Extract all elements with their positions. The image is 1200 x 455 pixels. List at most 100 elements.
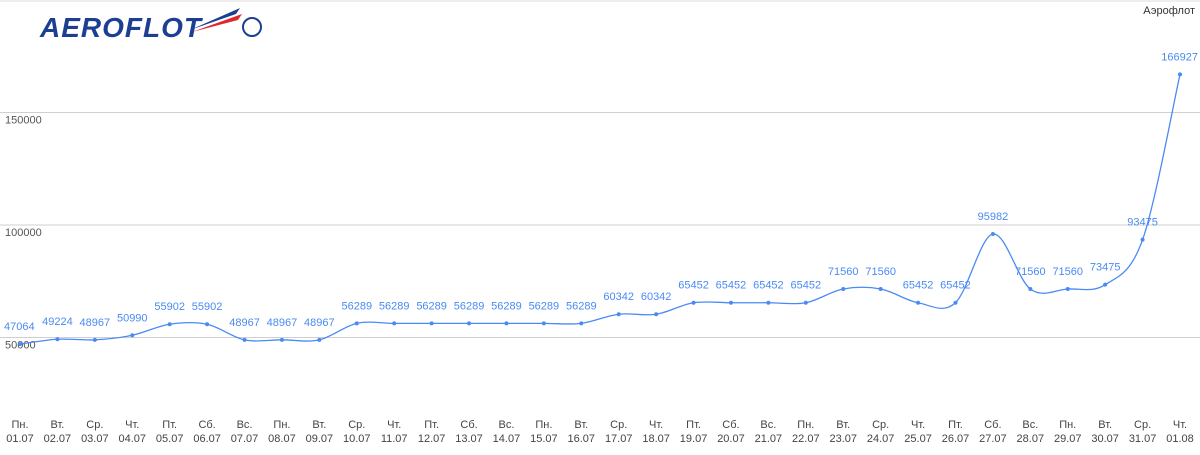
data-label: 65452 — [940, 280, 971, 292]
x-tick-label: 10.07 — [343, 433, 371, 445]
x-tick-label: Ср. — [872, 419, 889, 431]
data-point — [654, 312, 659, 317]
data-point — [841, 286, 846, 291]
data-point — [728, 300, 733, 305]
y-tick-label: 150000 — [5, 115, 42, 127]
data-label: 55902 — [192, 301, 223, 313]
x-tick-label: 11.07 — [381, 433, 408, 445]
x-tick-label: 21.07 — [755, 433, 783, 445]
data-point — [92, 337, 97, 342]
data-point — [504, 321, 509, 326]
data-point — [990, 232, 995, 237]
data-point — [55, 337, 60, 342]
x-tick-label: Чт. — [125, 419, 139, 431]
data-label: 47064 — [4, 321, 35, 333]
data-label: 56289 — [566, 300, 597, 312]
x-tick-label: 14.07 — [493, 433, 521, 445]
data-label: 166927 — [1161, 51, 1198, 63]
data-point — [354, 321, 359, 326]
x-tick-label: Вс. — [237, 419, 253, 431]
data-label: 73475 — [1090, 262, 1121, 274]
x-tick-label: Чт. — [649, 419, 663, 431]
data-label: 56289 — [379, 300, 410, 312]
data-point — [167, 322, 172, 327]
data-point — [1028, 286, 1033, 291]
data-label: 65452 — [678, 280, 709, 292]
x-tick-label: 05.07 — [156, 433, 184, 445]
x-tick-label: Вс. — [498, 419, 514, 431]
data-point — [766, 300, 771, 305]
data-label: 56289 — [416, 300, 447, 312]
data-label: 65452 — [791, 280, 822, 292]
x-tick-label: 29.07 — [1054, 433, 1082, 445]
y-tick-label: 100000 — [5, 227, 42, 239]
x-tick-label: 09.07 — [306, 433, 334, 445]
x-tick-label: Ср. — [348, 419, 365, 431]
x-tick-label: Пт. — [424, 419, 439, 431]
data-label: 93475 — [1127, 217, 1158, 229]
data-label: 49224 — [42, 316, 73, 328]
data-label: 71560 — [1052, 266, 1083, 278]
data-label: 56289 — [341, 300, 372, 312]
x-tick-label: Вт. — [312, 419, 326, 431]
logo-wing — [192, 14, 242, 32]
x-tick-label: 07.07 — [231, 433, 259, 445]
x-tick-label: 13.07 — [455, 433, 483, 445]
x-tick-label: Пн. — [11, 419, 28, 431]
x-tick-label: Ср. — [86, 419, 103, 431]
x-tick-label: Чт. — [911, 419, 925, 431]
x-tick-label: Сб. — [198, 419, 215, 431]
x-tick-label: Пт. — [162, 419, 177, 431]
data-point — [429, 321, 434, 326]
data-point — [953, 300, 958, 305]
data-point — [1140, 237, 1145, 242]
data-label: 56289 — [491, 300, 522, 312]
data-point — [541, 321, 546, 326]
x-tick-label: Вс. — [1022, 419, 1038, 431]
x-tick-label: 02.07 — [44, 433, 72, 445]
x-tick-label: 04.07 — [118, 433, 146, 445]
data-point — [691, 300, 696, 305]
x-tick-label: Пн. — [797, 419, 814, 431]
data-label: 48967 — [267, 317, 298, 329]
data-point — [18, 342, 22, 347]
legend-entry: Аэрофлот — [1143, 5, 1195, 17]
data-label: 48967 — [229, 317, 260, 329]
x-tick-label: Пн. — [273, 419, 290, 431]
data-point — [279, 337, 284, 342]
data-label: 55902 — [154, 301, 185, 313]
logo-text: AEROFLOT — [39, 12, 204, 43]
x-tick-label: Сб. — [460, 419, 477, 431]
x-tick-label: 23.07 — [829, 433, 857, 445]
x-tick-label: 16.07 — [568, 433, 596, 445]
x-tick-label: 17.07 — [605, 433, 633, 445]
x-tick-label: 15.07 — [530, 433, 558, 445]
x-tick-label: Вт. — [1098, 419, 1112, 431]
x-tick-label: Пн. — [1059, 419, 1076, 431]
data-point — [803, 300, 808, 305]
x-tick-label: 31.07 — [1129, 433, 1157, 445]
x-tick-label: 24.07 — [867, 433, 895, 445]
x-tick-label: 03.07 — [81, 433, 109, 445]
x-tick-label: Пн. — [535, 419, 552, 431]
x-tick-label: Вт. — [574, 419, 588, 431]
data-point — [205, 322, 210, 327]
x-tick-label: 26.07 — [942, 433, 970, 445]
x-tick-label: 06.07 — [193, 433, 221, 445]
x-tick-label: 18.07 — [642, 433, 670, 445]
data-point — [1103, 282, 1108, 287]
data-label: 71560 — [828, 266, 859, 278]
data-label: 56289 — [454, 300, 485, 312]
x-tick-label: 27.07 — [979, 433, 1007, 445]
x-tick-label: Сб. — [722, 419, 739, 431]
x-tick-label: Пт. — [686, 419, 701, 431]
data-point — [242, 337, 247, 342]
data-point — [1065, 286, 1070, 291]
x-tick-label: Ср. — [610, 419, 627, 431]
data-label: 71560 — [865, 266, 896, 278]
x-tick-label: Пт. — [948, 419, 963, 431]
data-point — [616, 312, 621, 317]
data-label: 95982 — [978, 211, 1009, 223]
data-label: 60342 — [603, 291, 634, 303]
